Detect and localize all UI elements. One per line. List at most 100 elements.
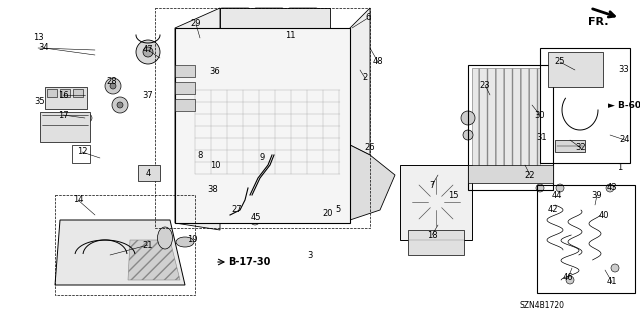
Bar <box>540 48 630 163</box>
Text: 13: 13 <box>33 33 44 41</box>
Text: 24: 24 <box>620 136 630 145</box>
Circle shape <box>566 276 574 284</box>
Circle shape <box>606 184 614 192</box>
Text: 5: 5 <box>335 205 340 214</box>
Bar <box>47 89 57 97</box>
Text: 10: 10 <box>210 161 220 170</box>
Text: B-17-30: B-17-30 <box>228 257 270 267</box>
Circle shape <box>112 97 128 113</box>
Circle shape <box>213 183 223 193</box>
Text: 25: 25 <box>555 57 565 66</box>
FancyBboxPatch shape <box>254 8 284 28</box>
Polygon shape <box>350 145 395 220</box>
Text: 8: 8 <box>197 151 203 160</box>
Bar <box>73 89 83 97</box>
Ellipse shape <box>157 227 173 249</box>
Bar <box>468 165 553 183</box>
Text: 32: 32 <box>576 144 586 152</box>
Text: 1: 1 <box>618 164 623 173</box>
FancyBboxPatch shape <box>189 151 213 163</box>
Text: 35: 35 <box>35 98 45 107</box>
Bar <box>175 65 195 77</box>
Circle shape <box>428 194 444 210</box>
Polygon shape <box>175 8 220 230</box>
Text: 28: 28 <box>107 78 117 86</box>
Bar <box>548 52 603 87</box>
Bar <box>175 28 350 223</box>
Text: 2: 2 <box>362 73 367 83</box>
Text: 34: 34 <box>38 43 49 53</box>
Text: 16: 16 <box>58 91 68 100</box>
Polygon shape <box>55 220 185 285</box>
Circle shape <box>250 215 260 225</box>
Bar <box>555 140 585 152</box>
FancyBboxPatch shape <box>288 8 318 28</box>
Circle shape <box>143 47 153 57</box>
Text: 44: 44 <box>552 190 563 199</box>
Polygon shape <box>128 240 180 280</box>
Text: 22: 22 <box>525 170 535 180</box>
Polygon shape <box>350 8 370 155</box>
Text: 4: 4 <box>145 168 150 177</box>
Text: 20: 20 <box>323 209 333 218</box>
Text: 29: 29 <box>191 19 201 28</box>
Ellipse shape <box>176 237 194 247</box>
Text: 30: 30 <box>534 110 545 120</box>
Text: 46: 46 <box>563 273 573 283</box>
Bar <box>175 82 195 94</box>
Bar <box>195 90 340 174</box>
Text: 14: 14 <box>73 196 83 204</box>
Text: 47: 47 <box>143 46 154 55</box>
Text: 6: 6 <box>365 13 371 23</box>
Text: 33: 33 <box>619 65 629 75</box>
Circle shape <box>575 59 595 79</box>
Text: 40: 40 <box>599 211 609 219</box>
Circle shape <box>555 59 575 79</box>
Text: SZN4B1720: SZN4B1720 <box>520 300 564 309</box>
Bar <box>400 165 472 240</box>
Circle shape <box>536 184 544 192</box>
Circle shape <box>611 264 619 272</box>
Bar <box>468 65 553 190</box>
Polygon shape <box>220 8 330 48</box>
Circle shape <box>461 111 475 125</box>
Bar <box>408 230 464 255</box>
Bar <box>72 145 90 163</box>
Bar <box>472 68 540 168</box>
Text: 15: 15 <box>448 190 458 199</box>
Text: 3: 3 <box>307 250 313 259</box>
Text: 21: 21 <box>143 241 153 249</box>
Circle shape <box>463 130 473 140</box>
Circle shape <box>105 78 121 94</box>
Circle shape <box>84 114 92 122</box>
Text: 39: 39 <box>592 190 602 199</box>
Circle shape <box>110 83 116 89</box>
Text: 27: 27 <box>232 205 243 214</box>
Circle shape <box>189 49 201 61</box>
Text: 36: 36 <box>210 68 220 77</box>
Circle shape <box>136 40 160 64</box>
Circle shape <box>214 49 226 61</box>
Text: 26: 26 <box>365 144 375 152</box>
FancyBboxPatch shape <box>217 151 241 163</box>
FancyBboxPatch shape <box>288 26 318 46</box>
Text: 11: 11 <box>285 32 295 41</box>
Text: 19: 19 <box>187 235 197 244</box>
Text: 43: 43 <box>607 183 618 192</box>
Text: ► B-60: ► B-60 <box>608 100 640 109</box>
Text: FR.: FR. <box>588 17 608 27</box>
Text: 12: 12 <box>77 147 87 157</box>
Text: 7: 7 <box>429 181 435 189</box>
Bar <box>155 8 370 228</box>
Text: 45: 45 <box>251 213 261 222</box>
Text: 38: 38 <box>207 186 218 195</box>
FancyBboxPatch shape <box>220 8 250 28</box>
Bar <box>45 87 87 109</box>
Circle shape <box>556 184 564 192</box>
Text: 31: 31 <box>537 133 547 143</box>
Text: 37: 37 <box>143 91 154 100</box>
Text: 18: 18 <box>427 231 437 240</box>
FancyBboxPatch shape <box>220 26 250 46</box>
Bar <box>537 185 635 293</box>
Text: 23: 23 <box>480 80 490 90</box>
